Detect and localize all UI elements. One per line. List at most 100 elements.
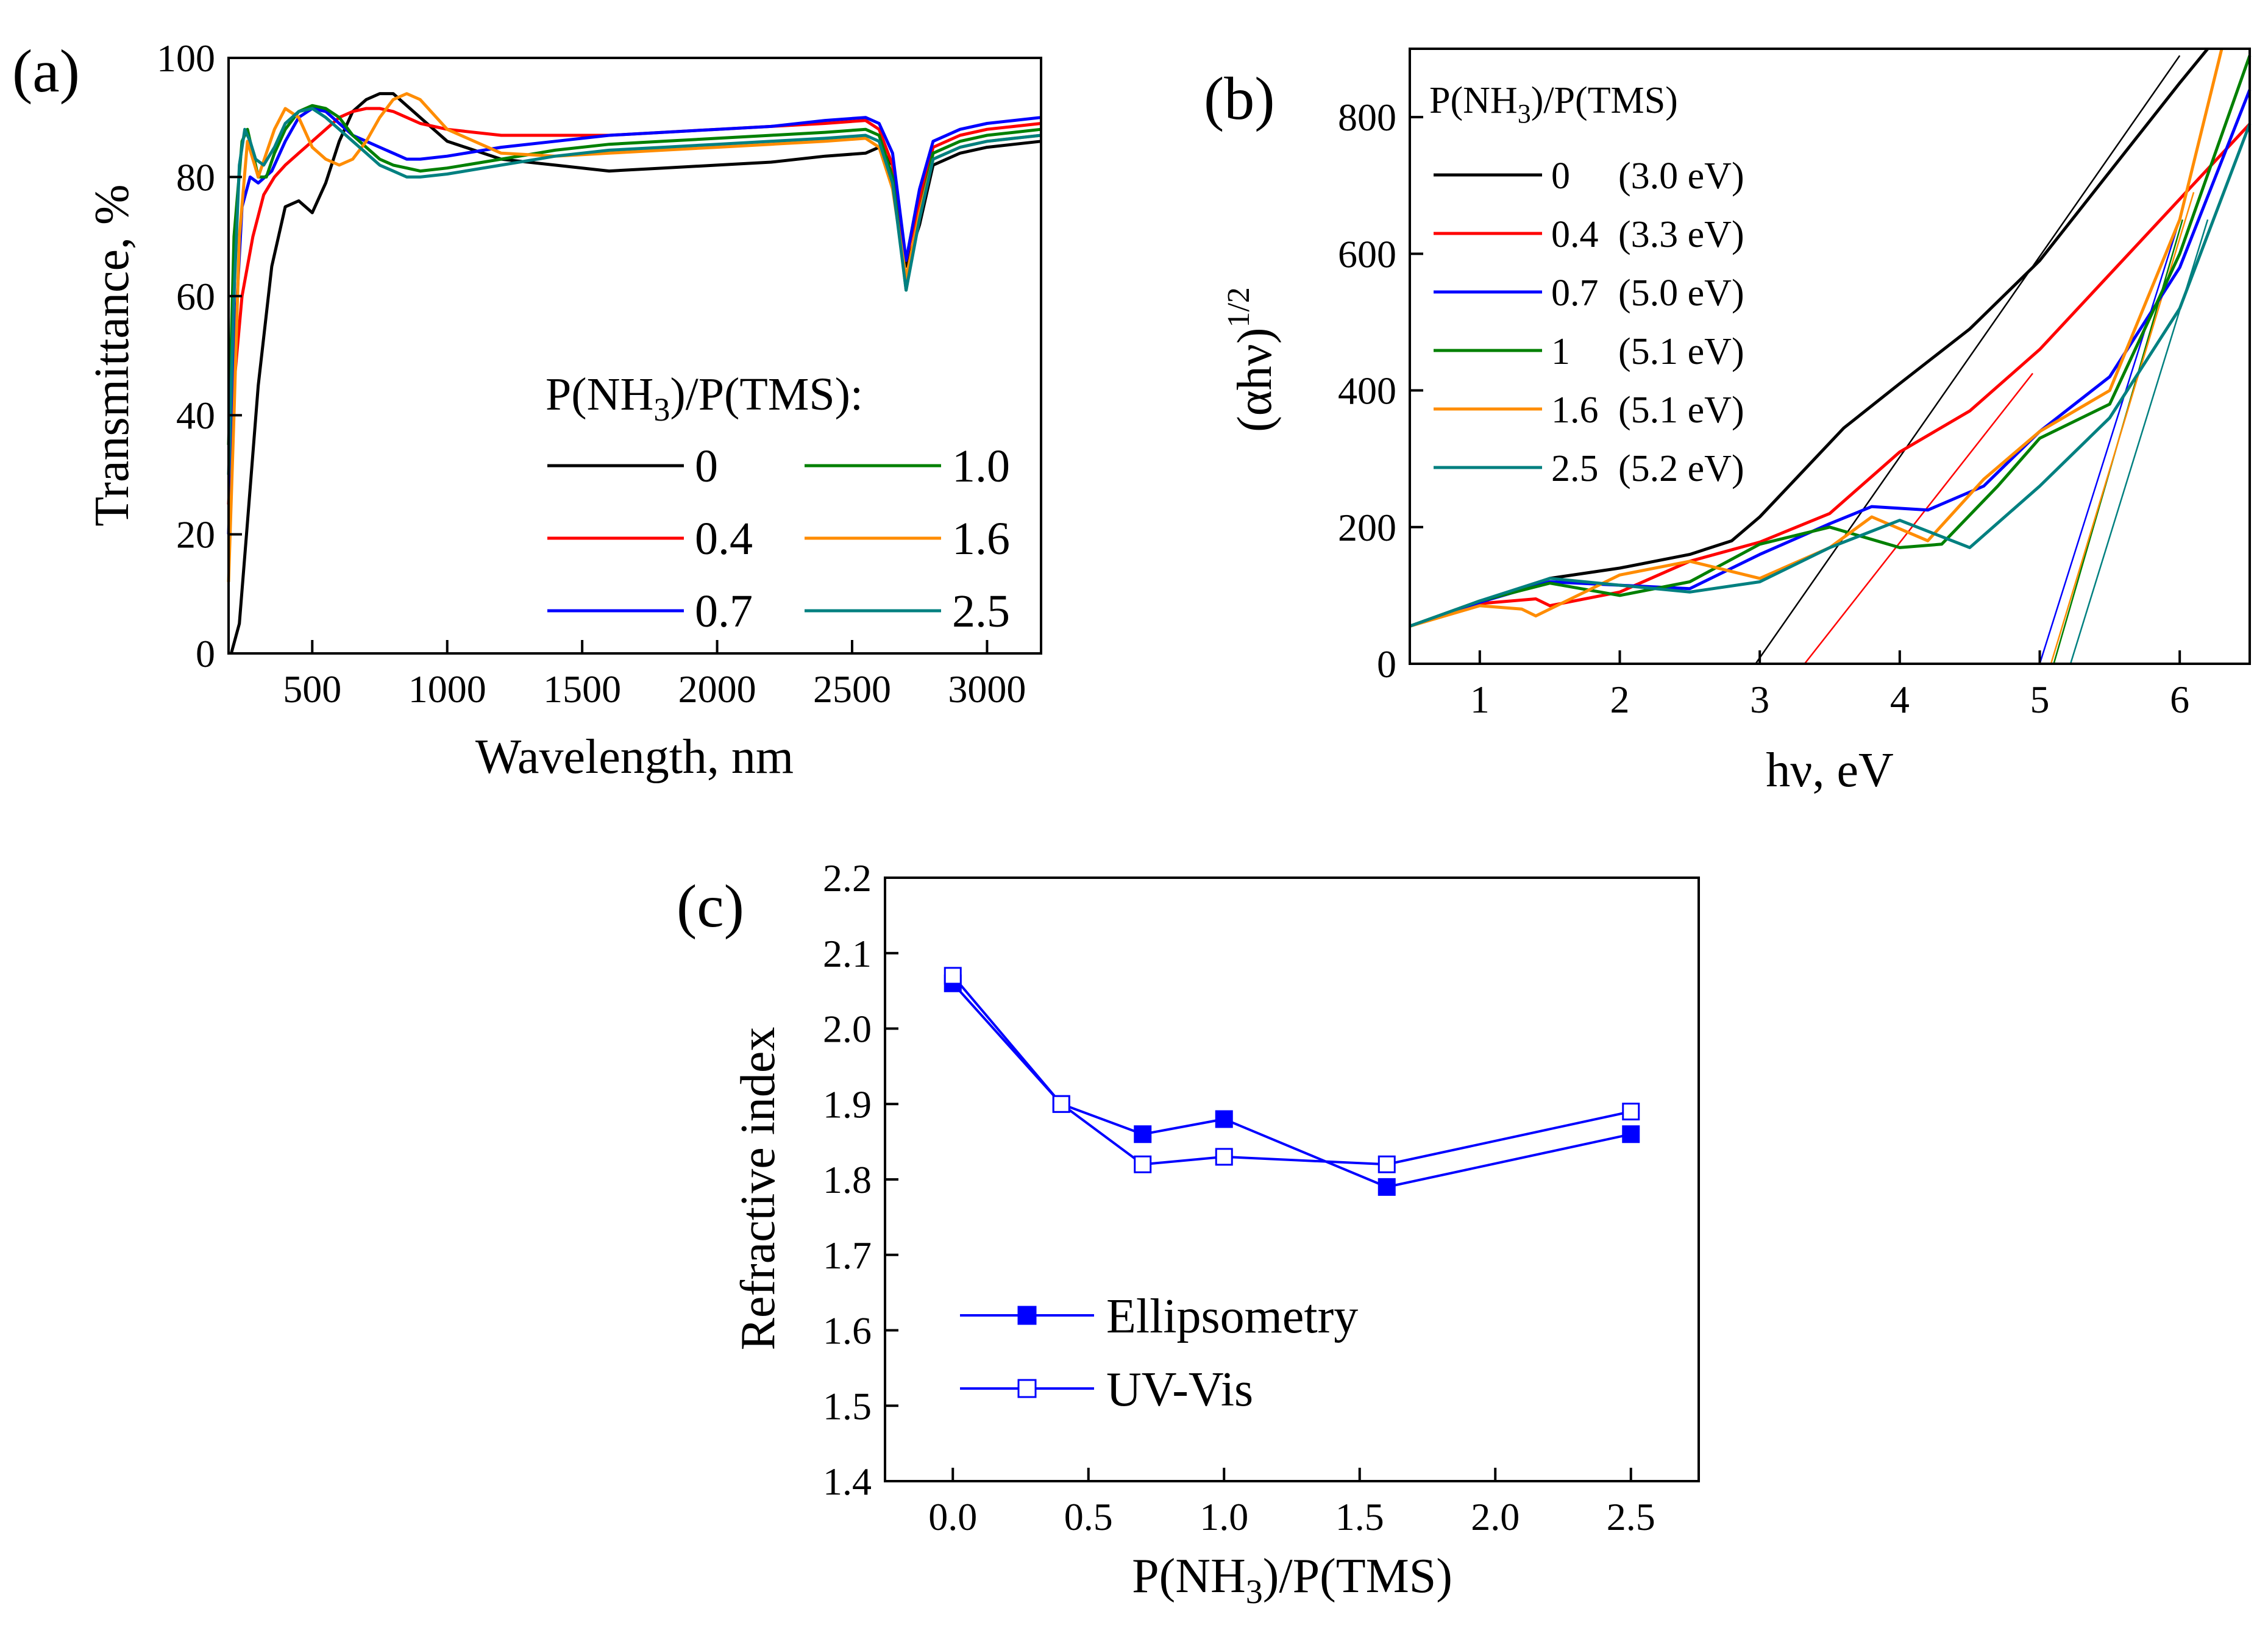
panel-c-label: (c) [677,872,744,940]
panel-c-point-0-3 [1215,1110,1233,1128]
panel-b-xtick-label-4: 5 [2030,678,2050,721]
panel-c-point-1-5 [1622,1103,1640,1121]
panel-a-ylabel: Transmittance, % [85,184,139,526]
panel-c-legend: Ellipsometry UV-Vis [960,1290,1358,1417]
panel-a-series-1 [227,107,1042,505]
panel-a-legend-label-3: 1.0 [952,441,1010,492]
panel-c-legend-label-1: UV-Vis [1106,1363,1253,1417]
panel-b-fit-line-4 [2050,192,2195,664]
panel-a-legend-title-main: P(NH [546,369,653,420]
panel-a-xtick-label-0: 500 [283,667,341,711]
panel-c-legend-marker-0 [1017,1306,1037,1325]
panel-b-legend-rows: 0 (3.0 eV) 0.4 (3.3 eV) 0.7 (5.0 eV) 1 (5.1 eV)… [1434,155,1744,489]
panel-c-legend-marker-1 [1017,1379,1037,1398]
panel-c-ytick-label-0: 1.4 [823,1460,872,1503]
panel-b-legend-label-0: 0 [1551,155,1570,197]
panel-c-series-line-0 [951,982,1632,1189]
panel-b-fit-line-1 [1804,372,2033,664]
panel-b-legend-gap-4: (5.1 eV) [1618,389,1744,431]
panel-b-legend-label-4: 1.6 [1551,389,1599,431]
panel-c-ylabel: Refractive index [731,1027,785,1351]
panel-a: (a) 500 1000 1500 2000 2500 3000020406080100 … [12,37,1042,784]
panel-a-series-4 [227,92,1042,582]
panel-c-ytick-label-5: 1.9 [823,1083,872,1126]
panel-a-frame [227,57,1042,655]
panel-b-ylabel-sup: 1/2 [1221,287,1256,327]
panel-c-point-1-2 [1134,1155,1152,1173]
panel-a-series-5 [227,107,1042,475]
panel-a-legend-title: P(NH3)/P(TMS): [546,369,863,428]
panel-b-legend-label-2: 0.7 [1551,272,1599,314]
panel-b-ytick-label-4: 800 [1338,96,1396,139]
panel-a-legend-label-1: 0.4 [695,513,753,564]
panel-c-xtick-label-2: 1.0 [1200,1495,1248,1538]
panel-c-series-line-1 [951,975,1632,1166]
panel-b-series-1 [1409,123,2251,628]
panel-b-xtick-label-5: 6 [2170,678,2189,721]
panel-c-xtick-label-4: 2.0 [1471,1495,1520,1538]
panel-a-ytick-label-4: 80 [176,155,215,199]
panel-c-legend-label-0: Ellipsometry [1106,1290,1358,1343]
panel-c-xlabel-main: P(NH [1132,1549,1246,1603]
panel-c-frame [884,877,1700,1482]
panel-a-legend-label-0: 0 [695,441,718,492]
panel-a-legend-label-5: 2.5 [952,586,1010,637]
panel-c-ytick-label-7: 2.1 [823,932,872,975]
panel-b-xtick-label-2: 3 [1750,678,1769,721]
panel-a-xtick-label-1: 1000 [408,667,486,711]
panel-c-point-0-5 [1622,1125,1640,1143]
panel-c-point-0-4 [1378,1178,1396,1196]
panel-b-ytick-label-0: 0 [1377,642,1396,686]
panel-a-plot-area [227,92,1042,654]
panel-a-xtick-label-5: 3000 [948,667,1026,711]
panel-a-label: (a) [12,37,80,105]
panel-c-point-1-3 [1215,1148,1233,1166]
panel-c-xtick-label-5: 2.5 [1607,1495,1655,1538]
panel-c-xlabel: P(NH3)/P(TMS) [1132,1549,1452,1611]
panel-c-ytick-label-3: 1.7 [823,1234,872,1277]
panel-c-point-0-2 [1134,1125,1152,1143]
panel-c: (c) 0.0 0.5 1.0 1.5 2.0 2.5 1.4 1.5 1.6 1.7 1.8 1.9… [677,856,1700,1611]
panel-b-series-0 [1409,48,2209,628]
panel-b-legend: P(NH3)/P(TMS) 0 (3.0 eV) 0.4 (3.3 eV) 0.7 (5.… [1429,80,1744,489]
panel-b-series-4 [1409,48,2224,628]
panel-b-legend-title-main: P(NH [1429,80,1518,121]
panel-b-legend-label-3: 1 [1551,331,1570,372]
panel-b-legend-gap-0: (3.0 eV) [1618,155,1744,197]
panel-b-xtick-label-0: 1 [1470,678,1490,721]
panel-a-legend-title-rest: )/P(TMS): [670,369,863,420]
panel-c-xtick-label-1: 0.5 [1064,1495,1113,1538]
panel-c-ytick-label-8: 2.2 [823,856,872,900]
panel-c-xtick-label-3: 1.5 [1335,1495,1384,1538]
panel-c-xlabel-rest: )/P(TMS) [1263,1549,1452,1603]
panel-a-legend-label-4: 1.6 [952,513,1010,564]
panel-b-legend-title: P(NH3)/P(TMS) [1429,80,1678,129]
panel-b-ticks: 1 2 3 4 5 6 0 200 400 600 800 [1338,96,2189,721]
panel-b-legend-gap-5: (5.2 eV) [1618,448,1744,489]
panel-a-xtick-label-3: 2000 [678,667,756,711]
panel-b-series-5 [1409,123,2252,628]
panel-c-ytick-label-6: 2.0 [823,1008,872,1051]
panel-b-legend-title-rest: )/P(TMS) [1531,80,1678,121]
panel-b-legend-gap-3: (5.1 eV) [1618,331,1744,372]
panel-b-legend-title-sub: 3 [1518,99,1531,129]
panel-a-xtick-label-4: 2500 [813,667,891,711]
panel-b-legend-label-1: 0.4 [1551,214,1599,255]
panel-c-point-1-1 [1052,1095,1070,1113]
panel-b-series-2 [1409,89,2252,628]
panel-b-xtick-label-3: 4 [1890,678,1910,721]
panel-a-ytick-label-3: 60 [176,275,215,318]
panel-a-ytick-label-5: 100 [157,37,215,80]
panel-a-legend-title-sub: 3 [653,391,670,428]
panel-c-ytick-label-2: 1.6 [823,1309,872,1353]
panel-a-ytick-label-2: 40 [176,394,215,437]
panel-b-ytick-label-1: 200 [1338,506,1396,549]
panel-b-fit-line-0 [1755,55,2181,664]
panel-a-xtick-label-2: 1500 [543,667,621,711]
panel-b-ylabel: (αhν)1/2 [1221,287,1282,432]
panel-a-ticks: 500 1000 1500 2000 2500 3000 0 20 40 60 80 100 [157,37,1026,711]
panel-c-point-1-0 [944,967,962,985]
panel-c-xlabel-sub: 3 [1246,1573,1263,1611]
